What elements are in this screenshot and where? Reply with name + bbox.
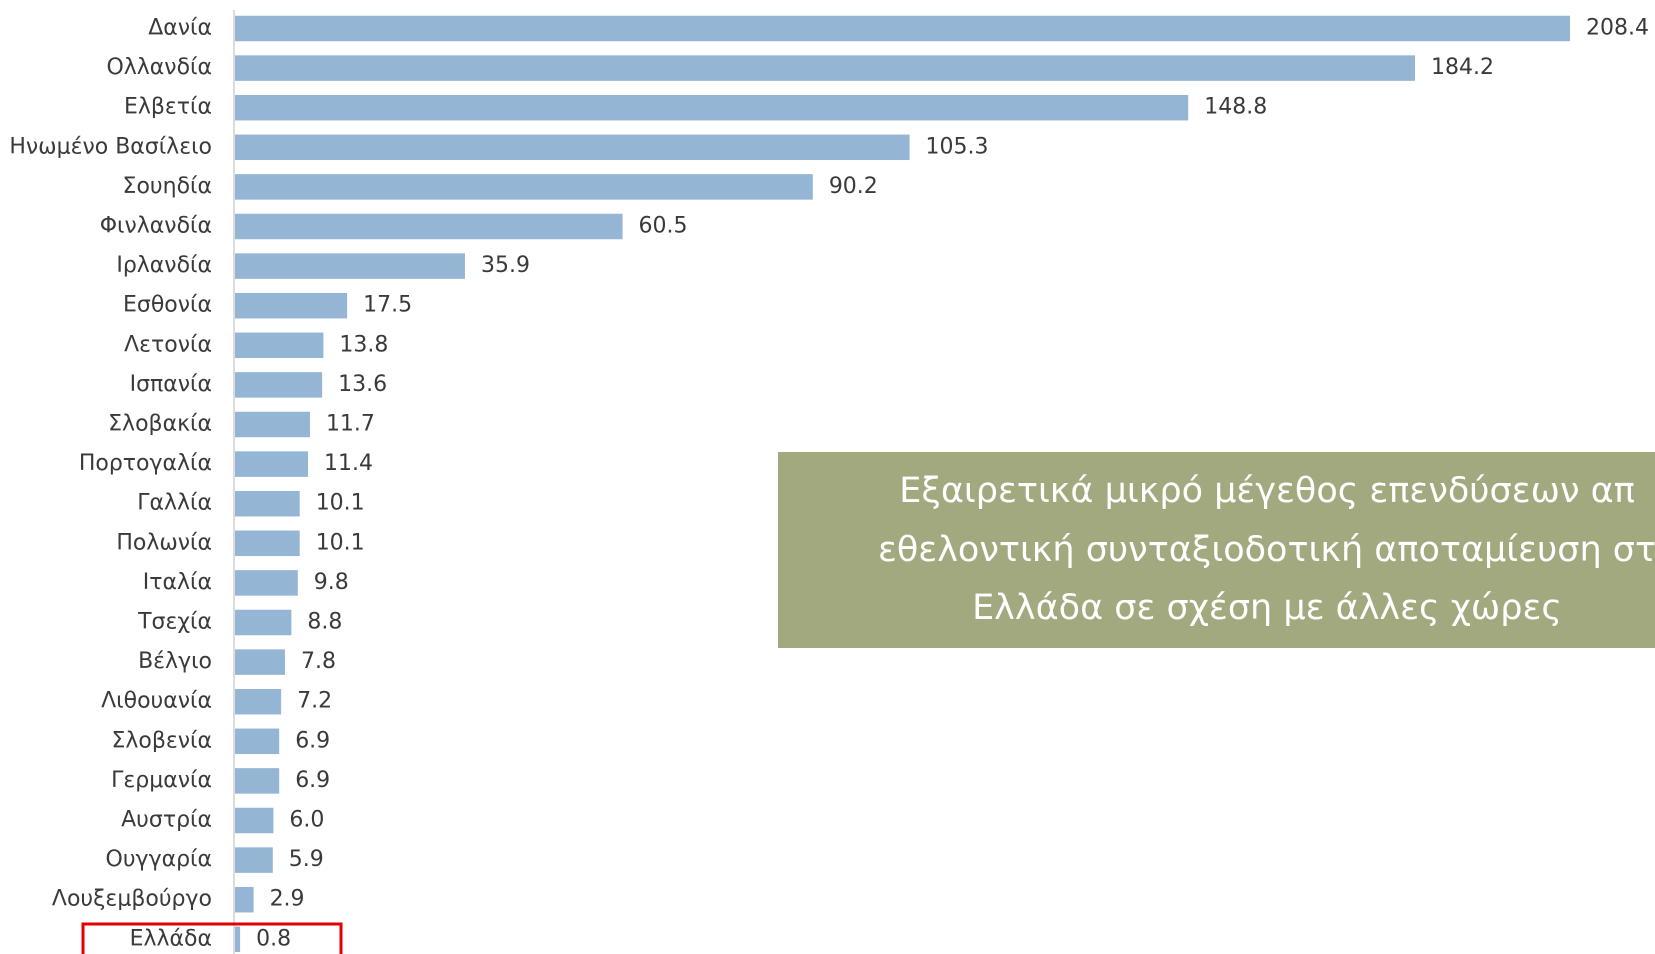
category-label: Σουηδία [123,174,212,199]
value-label: 60.5 [639,214,688,239]
value-label: 90.2 [829,174,878,199]
value-label: 7.2 [297,689,332,714]
bar [235,649,285,675]
value-label: 105.3 [926,134,989,159]
category-label: Δανία [148,16,212,41]
category-label: Γαλλία [137,491,212,516]
category-label: Βέλγιο [138,649,212,674]
category-label: Ιταλία [143,570,212,595]
bar [235,292,348,319]
bar [235,332,324,359]
bar [235,570,298,596]
value-label: 10.1 [316,491,365,516]
value-label: 0.8 [256,926,291,951]
category-label: Σλοβενία [111,728,212,753]
value-label: 13.6 [338,372,387,397]
value-label: 11.4 [324,451,373,476]
category-label: Σλοβακία [108,412,212,437]
category-label: Εσθονία [123,293,212,318]
bar [235,174,813,200]
value-label: 2.9 [270,887,305,912]
category-label: Λουξεμβούργο [52,887,212,912]
bar [235,926,241,953]
bar [235,847,273,873]
category-label: Πορτογαλία [79,451,212,476]
category-label: Πολωνία [116,530,212,555]
value-label: 6.0 [289,808,324,833]
category-label: Γερμανία [111,768,212,793]
category-label: Ισπανία [130,372,212,397]
value-label: 7.8 [301,649,336,674]
bar [235,253,465,279]
annotation-line: εθελοντική συνταξιοδοτική αποταμίευση στ [878,530,1655,570]
bar [235,688,282,715]
annotation-line: Εξαιρετικά μικρό μέγεθος επενδύσεων απ [899,471,1635,511]
value-label: 6.9 [295,768,330,793]
category-label: Ολλανδία [106,55,212,80]
value-label: 11.7 [326,412,375,437]
value-label: 8.8 [307,610,342,635]
bar [235,134,910,161]
value-label: 10.1 [316,530,365,555]
bar [235,609,292,636]
highlight-box [81,922,343,954]
category-label: Αυστρία [121,808,212,833]
annotation-line: Ελλάδα σε σχέση με άλλες χώρες [972,588,1562,628]
category-label: Ουγγαρία [106,847,213,872]
bar [235,490,300,517]
value-label: 35.9 [481,253,530,278]
value-label: 208.4 [1586,16,1649,41]
category-label: Λετονία [124,332,212,357]
value-label: 6.9 [295,728,330,753]
value-label: 13.8 [339,332,388,357]
category-label: Φινλανδία [100,214,212,239]
category-label: Ιρλανδία [116,253,212,278]
bar [235,411,310,438]
category-label: Λιθουανία [101,689,212,714]
value-label: 5.9 [289,847,324,872]
category-label: Ελβετία [124,95,212,120]
bar [235,94,1189,121]
bar [235,530,300,557]
category-label: Ηνωμένο Βασίλειο [9,134,212,159]
bar [235,372,323,398]
bar [235,15,1570,42]
bar [235,886,254,913]
value-label: 148.8 [1204,95,1267,120]
category-label: Ελλάδα [130,926,212,951]
category-label: Τσεχία [137,610,212,635]
bar [235,768,280,794]
value-label: 17.5 [363,293,412,318]
bar [235,213,623,240]
bar [235,451,309,477]
bar [235,728,280,755]
value-label: 184.2 [1431,55,1494,80]
annotation-box [778,452,1655,648]
value-label: 9.8 [314,570,349,595]
bar [235,55,1415,81]
bar [235,807,274,834]
